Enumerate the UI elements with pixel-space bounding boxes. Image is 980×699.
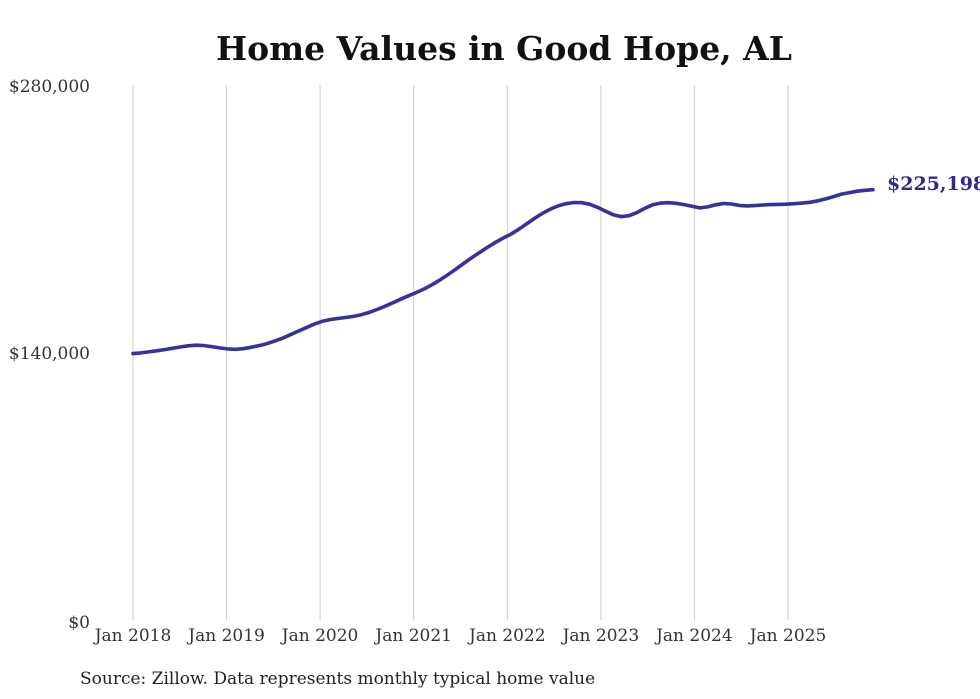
x-axis-labels: Jan 2018 Jan 2019 Jan 2020 Jan 2021 Jan …	[93, 626, 827, 646]
y-tick-0: $0	[68, 613, 90, 633]
x-tick-jan-2020: Jan 2020	[280, 626, 359, 646]
chart-title: Home Values in Good Hope, AL	[216, 29, 792, 68]
x-tick-jan-2024: Jan 2024	[654, 626, 733, 646]
y-axis-labels: $280,000 $140,000 $0	[9, 77, 90, 633]
x-tick-jan-2018: Jan 2018	[93, 626, 172, 646]
vertical-gridlines	[132, 85, 789, 620]
latest-value-label: $225,198	[887, 173, 980, 195]
y-tick-140000: $140,000	[9, 344, 90, 364]
x-tick-jan-2019: Jan 2019	[186, 626, 265, 646]
y-tick-280000: $280,000	[9, 77, 90, 97]
home-value-line	[131, 187, 875, 356]
source-note: Source: Zillow. Data represents monthly …	[80, 669, 595, 689]
x-tick-jan-2021: Jan 2021	[373, 626, 452, 646]
x-tick-jan-2023: Jan 2023	[561, 626, 640, 646]
x-tick-jan-2025: Jan 2025	[748, 626, 827, 646]
x-tick-jan-2022: Jan 2022	[467, 626, 546, 646]
